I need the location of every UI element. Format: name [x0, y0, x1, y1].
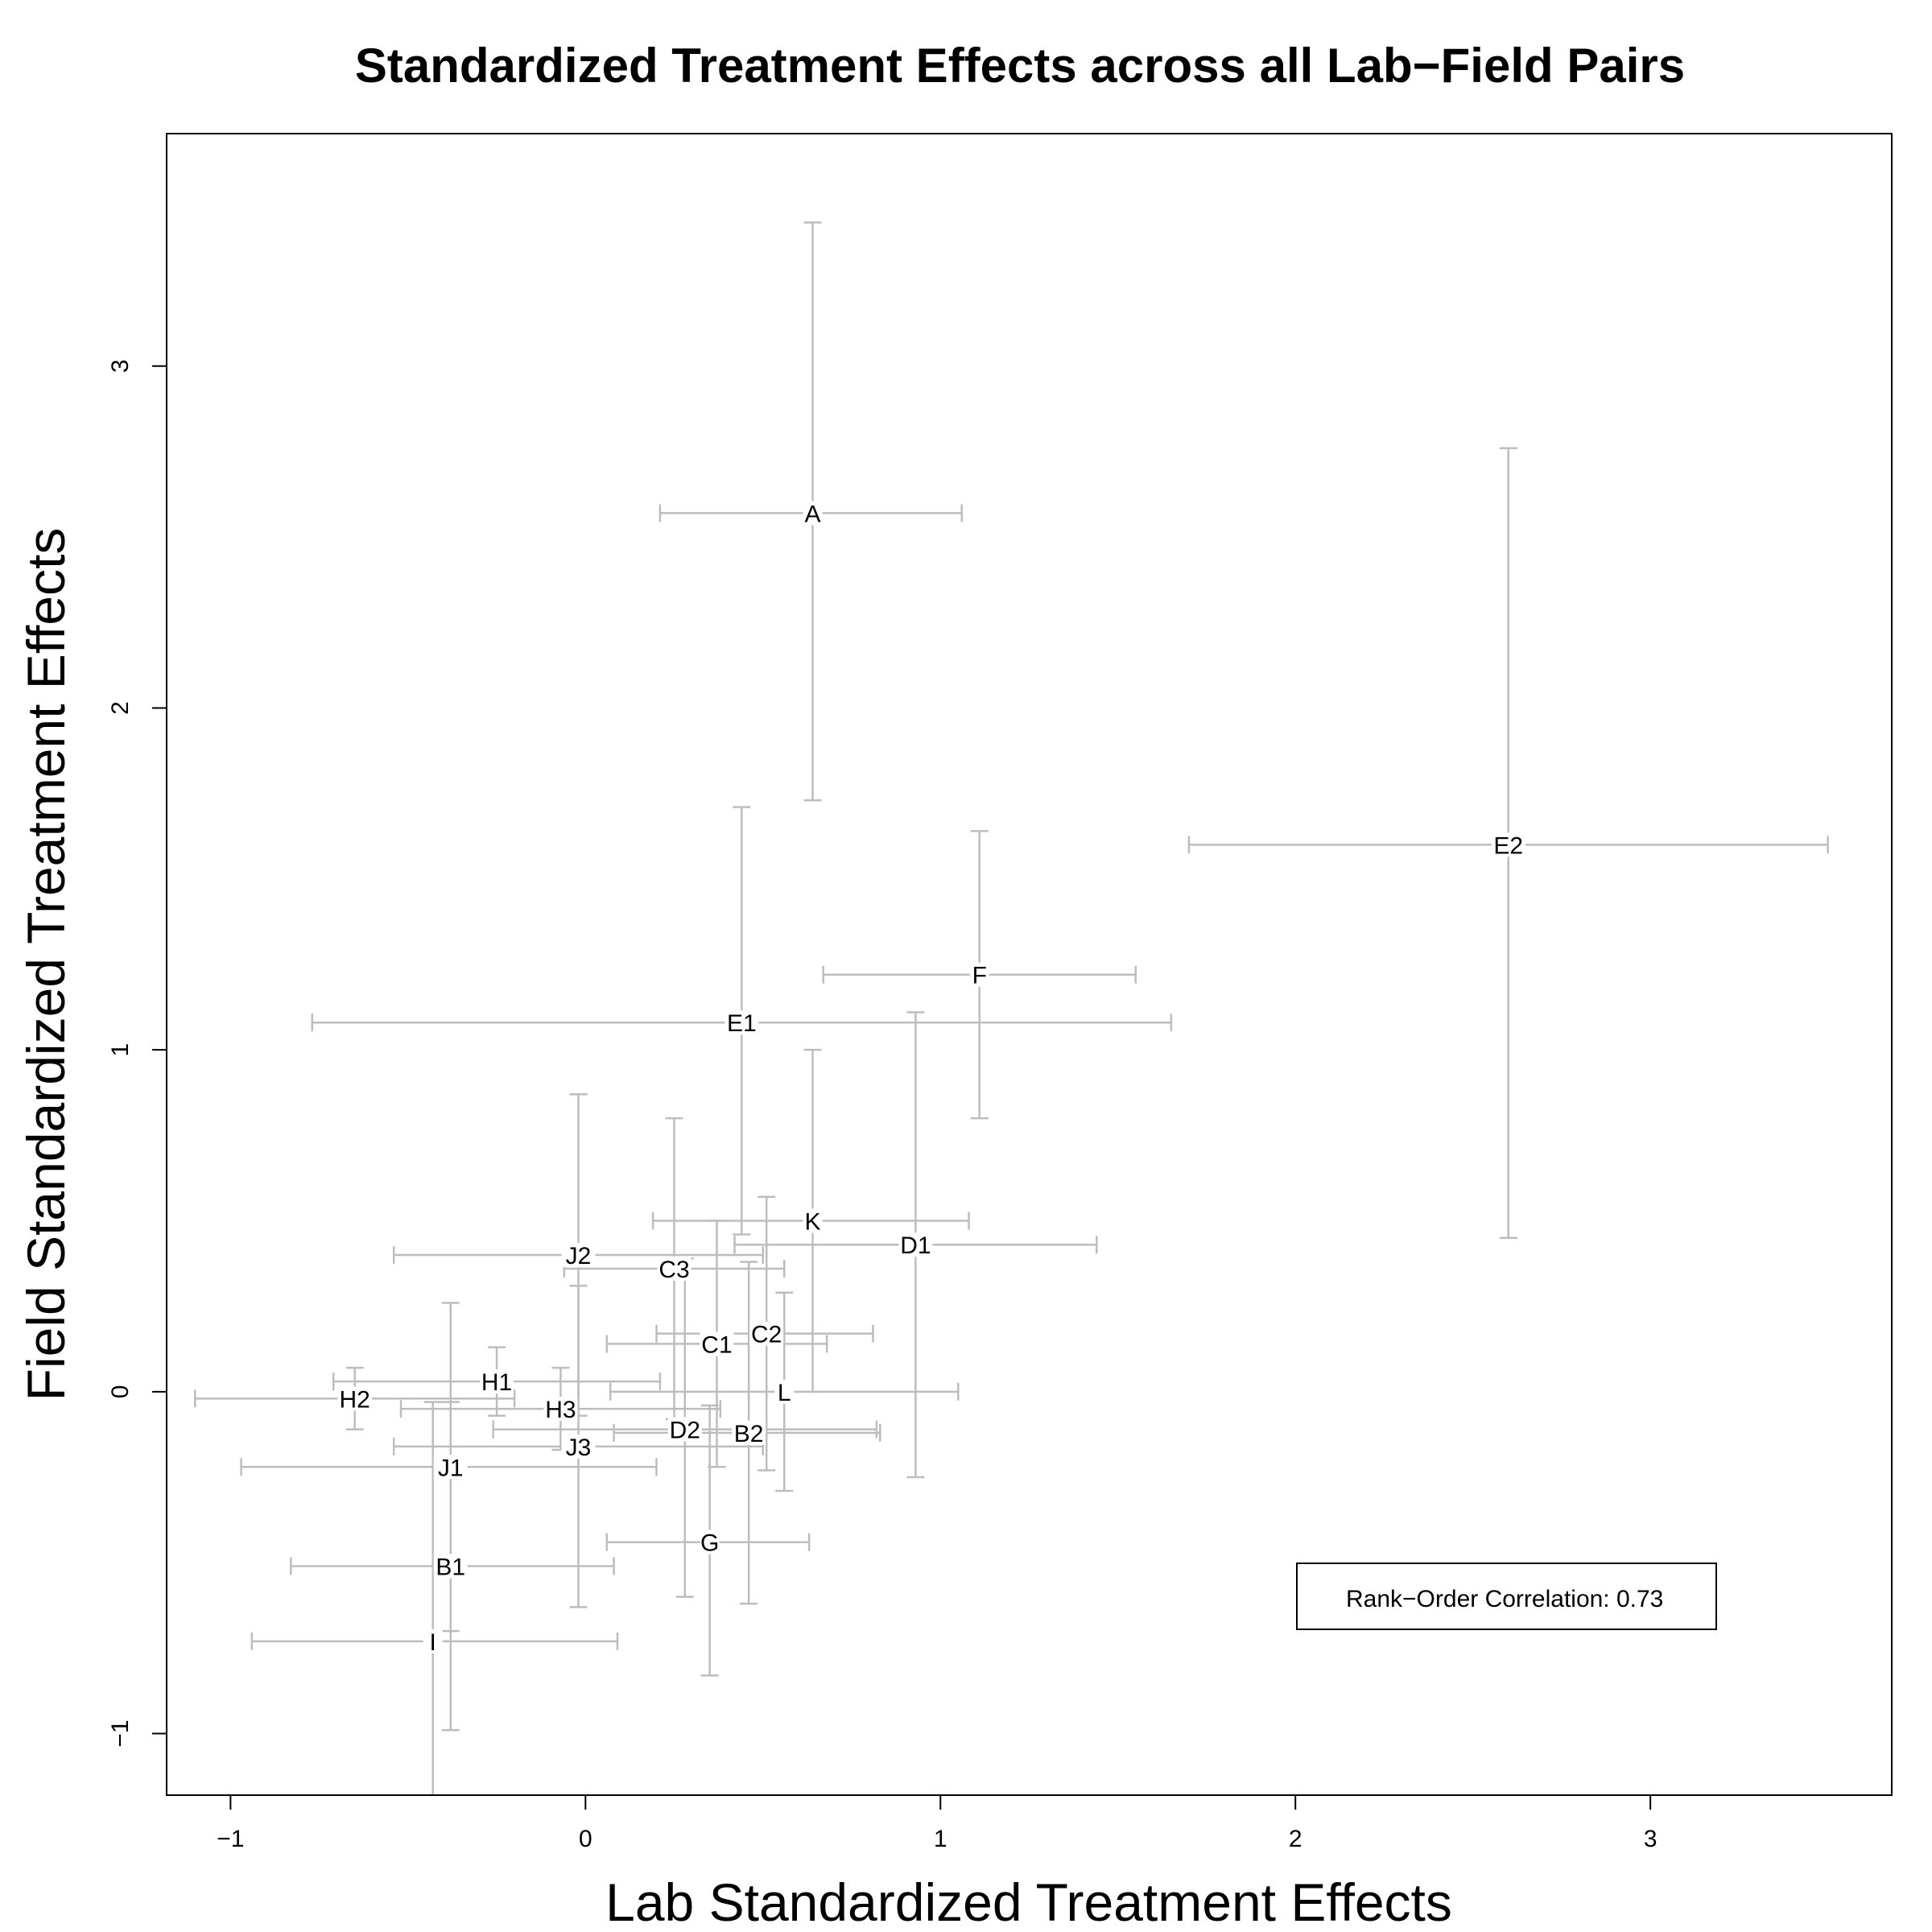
point-label: E1 — [727, 1010, 757, 1037]
point-label: C3 — [658, 1257, 689, 1283]
point-A: A — [803, 501, 823, 527]
point-C1: C1 — [700, 1331, 734, 1358]
y-tick-label: 0 — [107, 1385, 134, 1399]
point-H3: H3 — [543, 1397, 578, 1423]
point-J2: J2 — [561, 1242, 596, 1269]
point-label: H2 — [340, 1386, 370, 1413]
point-label-bg — [423, 1629, 443, 1653]
point-label-bg — [667, 1417, 702, 1442]
point-F: F — [969, 962, 989, 989]
point-label: G — [700, 1530, 719, 1557]
y-tick-label: 3 — [107, 359, 134, 373]
point-label-bg — [969, 962, 989, 987]
chart-title: Standardized Treatment Effects across al… — [355, 39, 1685, 93]
point-label: J2 — [566, 1243, 592, 1269]
point-label: C2 — [751, 1322, 782, 1348]
point-label-bg — [700, 1331, 734, 1356]
point-label-bg — [657, 1256, 691, 1281]
point-B1: B1 — [433, 1554, 468, 1580]
point-label: J3 — [566, 1435, 592, 1461]
point-label: E2 — [1493, 832, 1523, 859]
point-J3: J3 — [561, 1434, 596, 1461]
point-label-bg — [774, 1379, 795, 1404]
point-label-bg — [561, 1242, 596, 1267]
y-axis: −1 0 1 2 3 — [107, 359, 167, 1748]
point-label-bg — [433, 1554, 468, 1579]
y-tick-label: −1 — [107, 1719, 134, 1747]
x-tick-label: 2 — [1289, 1826, 1302, 1852]
point-label-bg — [337, 1386, 372, 1411]
y-tick-label: 1 — [107, 1043, 134, 1057]
x-axis: −1 0 1 2 3 — [217, 1795, 1657, 1852]
point-D2: D2 — [667, 1417, 702, 1444]
point-label: K — [805, 1209, 821, 1236]
point-label-bg — [700, 1530, 720, 1554]
x-tick-label: 0 — [579, 1826, 592, 1852]
point-G: G — [700, 1530, 720, 1557]
point-label-bg — [561, 1434, 596, 1459]
point-label: A — [805, 501, 821, 527]
point-C3: C3 — [657, 1256, 691, 1283]
point-label: D2 — [670, 1418, 700, 1444]
x-tick-label: 1 — [934, 1826, 947, 1852]
point-I: I — [423, 1629, 443, 1656]
legend-box — [1296, 1563, 1717, 1630]
point-label-bg — [1491, 832, 1525, 857]
point-label-bg — [732, 1420, 766, 1445]
legend: Rank−Order Correlation: 0.73 — [1296, 1563, 1717, 1630]
point-label-bg — [433, 1455, 468, 1480]
point-H1: H1 — [480, 1369, 514, 1396]
x-tick-label: −1 — [217, 1826, 244, 1852]
point-D1: D1 — [898, 1232, 933, 1259]
point-label: B1 — [436, 1554, 465, 1580]
point-labels: A E2 F E1 K D1 J2 C3 C1 C2 H1 L H2 H3 D2 B2 J3 J1 G B1 I — [337, 501, 1525, 1656]
point-E2: E2 — [1491, 832, 1525, 859]
point-label: I — [430, 1629, 436, 1656]
point-label-bg — [543, 1397, 578, 1422]
point-label: L — [778, 1380, 791, 1406]
point-label: B2 — [734, 1421, 764, 1447]
point-J1: J1 — [433, 1455, 468, 1481]
point-label-bg — [803, 501, 823, 526]
point-C2: C2 — [749, 1321, 784, 1348]
point-label-bg — [898, 1232, 933, 1257]
point-label-bg — [480, 1369, 514, 1394]
plot-frame — [166, 133, 1893, 1796]
point-label-bg — [724, 1010, 759, 1035]
point-label: H1 — [481, 1369, 512, 1396]
point-label: C1 — [701, 1331, 732, 1358]
point-K: K — [803, 1208, 823, 1236]
point-B2: B2 — [732, 1420, 766, 1447]
y-tick-label: 2 — [107, 701, 134, 715]
point-label: J1 — [438, 1455, 464, 1481]
point-H2: H2 — [337, 1386, 372, 1413]
point-label: F — [972, 963, 987, 989]
x-axis-label: Lab Standardized Treatment Effects — [605, 1872, 1452, 1932]
point-label: D1 — [900, 1232, 931, 1259]
point-E1: E1 — [724, 1010, 759, 1037]
legend-text: Rank−Order Correlation: 0.73 — [1346, 1586, 1663, 1612]
point-label: H3 — [545, 1397, 576, 1423]
y-axis-label: Field Standardized Treatment Effects — [16, 528, 76, 1402]
point-label-bg — [803, 1208, 823, 1233]
point-L: L — [774, 1379, 795, 1406]
x-tick-label: 3 — [1644, 1826, 1657, 1852]
point-label-bg — [749, 1321, 784, 1346]
